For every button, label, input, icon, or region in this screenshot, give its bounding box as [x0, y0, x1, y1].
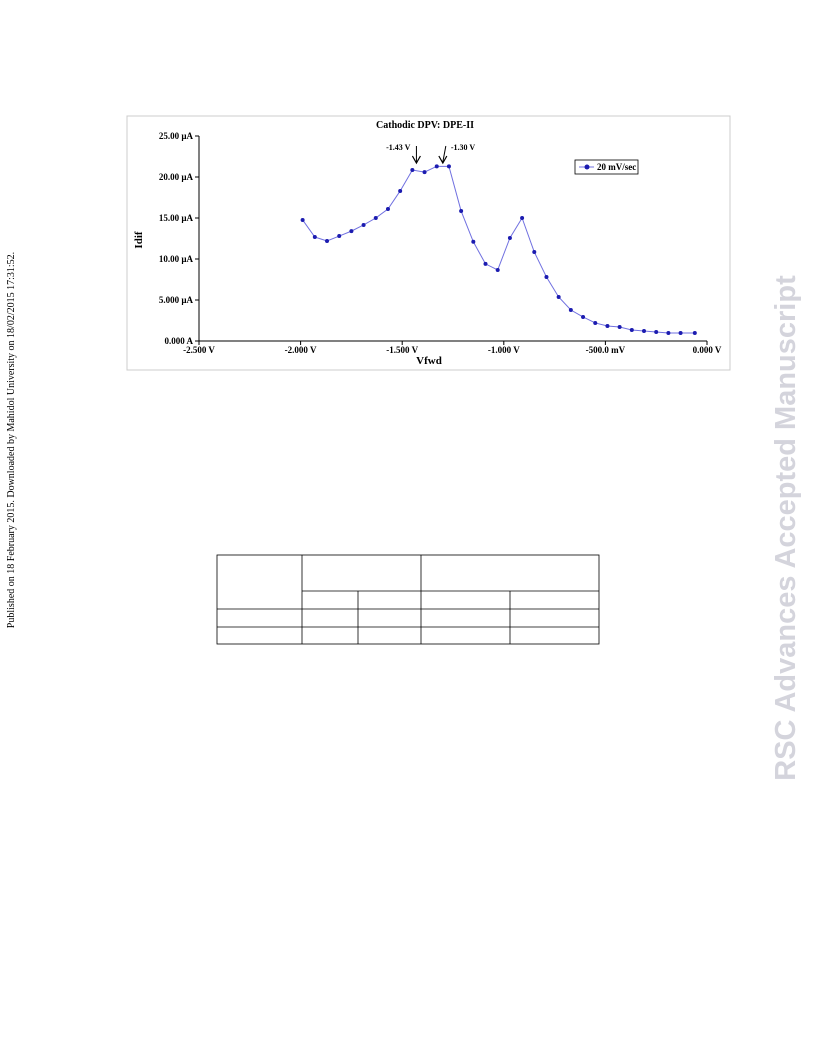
data-point: [471, 239, 476, 244]
chart-title: Cathodic DPV: DPE-II: [376, 120, 474, 131]
x-tick-label: -500.0 mV: [586, 345, 626, 355]
data-point: [666, 330, 671, 335]
data-point: [349, 229, 354, 234]
y-tick-label: 10.00 µA: [159, 254, 194, 264]
annotation: -1.30 V: [451, 143, 476, 152]
annotation: -1.43 V: [386, 143, 411, 152]
data-point: [642, 328, 647, 333]
data-point: [410, 168, 415, 173]
data-point: [532, 250, 537, 255]
data-point: [581, 314, 586, 319]
data-point: [520, 216, 525, 220]
x-tick-label: -1.500 V: [386, 345, 418, 355]
annotation-arrow: [442, 145, 447, 163]
watermark: RSC Advances Accepted Manuscript: [770, 275, 802, 781]
data-point: [459, 209, 464, 214]
x-tick-label: -1.000 V: [488, 345, 520, 355]
legend-label: 20 mV/sec: [597, 162, 636, 172]
side-note: Published on 18 February 2015. Downloade…: [6, 252, 17, 628]
legend-box: [574, 159, 639, 175]
y-tick-label: 20.00 µA: [159, 172, 194, 182]
data-point: [692, 330, 697, 335]
data-point: [446, 164, 451, 169]
annotation-arrowhead: [411, 155, 421, 165]
empty-table: [216, 554, 600, 645]
data-point: [544, 275, 549, 280]
y-axis-label: Idif: [133, 231, 145, 248]
data-point: [678, 330, 683, 335]
data-point: [361, 222, 366, 227]
data-point: [507, 236, 512, 241]
y-tick-label: 15.00 µA: [159, 213, 194, 223]
data-point: [422, 170, 427, 175]
chart: Cathodic DPV: DPE-II Vfwd Idif 0.000 A 5.…: [133, 120, 722, 367]
data-point: [300, 217, 305, 222]
annotation-arrowhead: [438, 155, 448, 165]
data-point: [654, 329, 659, 334]
x-tick-label: 0.000 V: [693, 345, 722, 355]
y-tick-label: 5.000 µA: [159, 295, 194, 305]
data-point: [568, 308, 573, 313]
data-point: [325, 238, 330, 243]
data-point: [385, 206, 390, 211]
data-point: [337, 234, 342, 239]
data-point: [495, 267, 500, 272]
data-point: [483, 261, 488, 266]
data-point: [605, 323, 610, 328]
y-tick-label: 0.000 A: [164, 336, 193, 346]
x-tick-label: -2.500 V: [183, 345, 215, 355]
data-point: [593, 320, 598, 325]
data-point: [434, 164, 439, 169]
y-tick-label: 25.00 µA: [159, 131, 194, 141]
data-point: [398, 188, 403, 193]
data-point: [312, 235, 317, 240]
data-point: [373, 216, 378, 220]
chart-frame: [126, 115, 731, 371]
x-tick-label: -2.000 V: [285, 345, 317, 355]
data-point: [617, 324, 622, 329]
x-axis-label: Vfwd: [416, 355, 442, 367]
data-point: [629, 328, 634, 333]
legend-marker: [584, 164, 590, 170]
data-point: [556, 294, 561, 299]
